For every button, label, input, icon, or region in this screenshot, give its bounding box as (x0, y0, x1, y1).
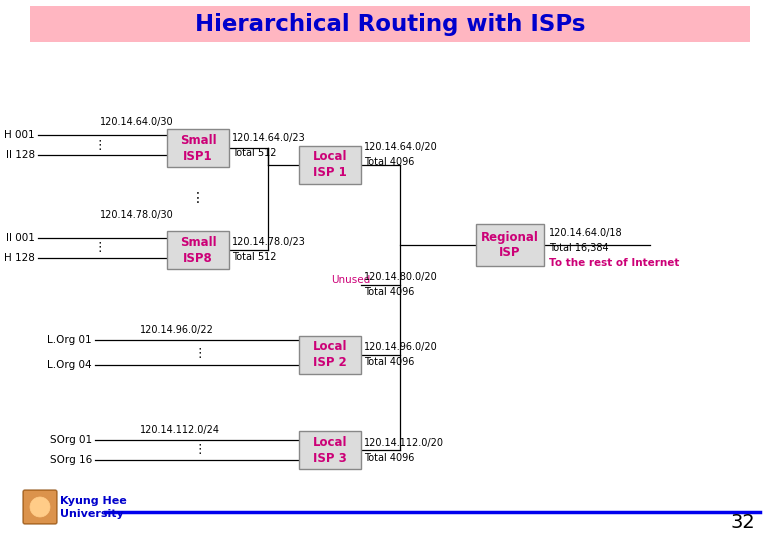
Text: SOrg 16: SOrg 16 (50, 455, 92, 465)
Text: Small
ISP1: Small ISP1 (179, 133, 216, 163)
Text: 120.14.64.0/30: 120.14.64.0/30 (100, 117, 174, 127)
Text: 120.14.112.0/20: 120.14.112.0/20 (364, 438, 444, 448)
Text: L.Org 04: L.Org 04 (48, 360, 92, 370)
Text: 120.14.112.0/24: 120.14.112.0/24 (140, 425, 220, 435)
Text: Total 4096: Total 4096 (364, 453, 414, 463)
Text: 120.14.78.0/23: 120.14.78.0/23 (232, 237, 306, 247)
Text: ⋮: ⋮ (193, 443, 206, 456)
Text: Local
ISP 3: Local ISP 3 (313, 435, 347, 464)
Text: 120.14.80.0/20: 120.14.80.0/20 (364, 272, 438, 282)
Text: Total 4096: Total 4096 (364, 287, 414, 297)
Text: University: University (60, 509, 124, 519)
FancyBboxPatch shape (299, 146, 361, 184)
Text: SOrg 01: SOrg 01 (50, 435, 92, 445)
Text: ⋮: ⋮ (191, 191, 205, 205)
Text: ⋮: ⋮ (94, 138, 106, 152)
Text: II 128: II 128 (6, 150, 35, 160)
FancyBboxPatch shape (299, 431, 361, 469)
Text: ⋮: ⋮ (193, 347, 206, 360)
Text: Total 4096: Total 4096 (364, 357, 414, 367)
FancyBboxPatch shape (167, 231, 229, 269)
Text: ⋮: ⋮ (94, 241, 106, 254)
FancyBboxPatch shape (167, 129, 229, 167)
Text: H 128: H 128 (4, 253, 35, 263)
Text: Unused: Unused (331, 275, 370, 285)
Text: Regional
ISP: Regional ISP (481, 231, 539, 260)
Text: Local
ISP 1: Local ISP 1 (313, 151, 347, 179)
Circle shape (30, 497, 50, 517)
Text: 120.14.78.0/30: 120.14.78.0/30 (100, 210, 174, 220)
Text: Local
ISP 2: Local ISP 2 (313, 341, 347, 369)
Text: 120.14.64.0/18: 120.14.64.0/18 (549, 228, 622, 238)
Text: Kyung Hee: Kyung Hee (60, 496, 126, 506)
Text: To the rest of Internet: To the rest of Internet (549, 258, 679, 268)
FancyBboxPatch shape (299, 336, 361, 374)
Text: Total 16,384: Total 16,384 (549, 243, 608, 253)
FancyBboxPatch shape (476, 224, 544, 266)
FancyBboxPatch shape (23, 490, 57, 524)
Text: 32: 32 (730, 512, 755, 531)
Text: H 001: H 001 (5, 130, 35, 140)
Text: 120.14.64.0/20: 120.14.64.0/20 (364, 142, 438, 152)
Text: Hierarchical Routing with ISPs: Hierarchical Routing with ISPs (195, 12, 585, 36)
Text: Total 4096: Total 4096 (364, 157, 414, 167)
Text: 120.14.64.0/23: 120.14.64.0/23 (232, 133, 306, 143)
Text: Small
ISP8: Small ISP8 (179, 235, 216, 265)
Text: 120.14.96.0/22: 120.14.96.0/22 (140, 325, 214, 335)
Text: L.Org 01: L.Org 01 (48, 335, 92, 345)
Text: Total 512: Total 512 (232, 252, 276, 262)
Text: II 001: II 001 (6, 233, 35, 243)
FancyBboxPatch shape (30, 6, 750, 42)
Text: 120.14.96.0/20: 120.14.96.0/20 (364, 342, 438, 352)
Text: Total 512: Total 512 (232, 148, 276, 158)
